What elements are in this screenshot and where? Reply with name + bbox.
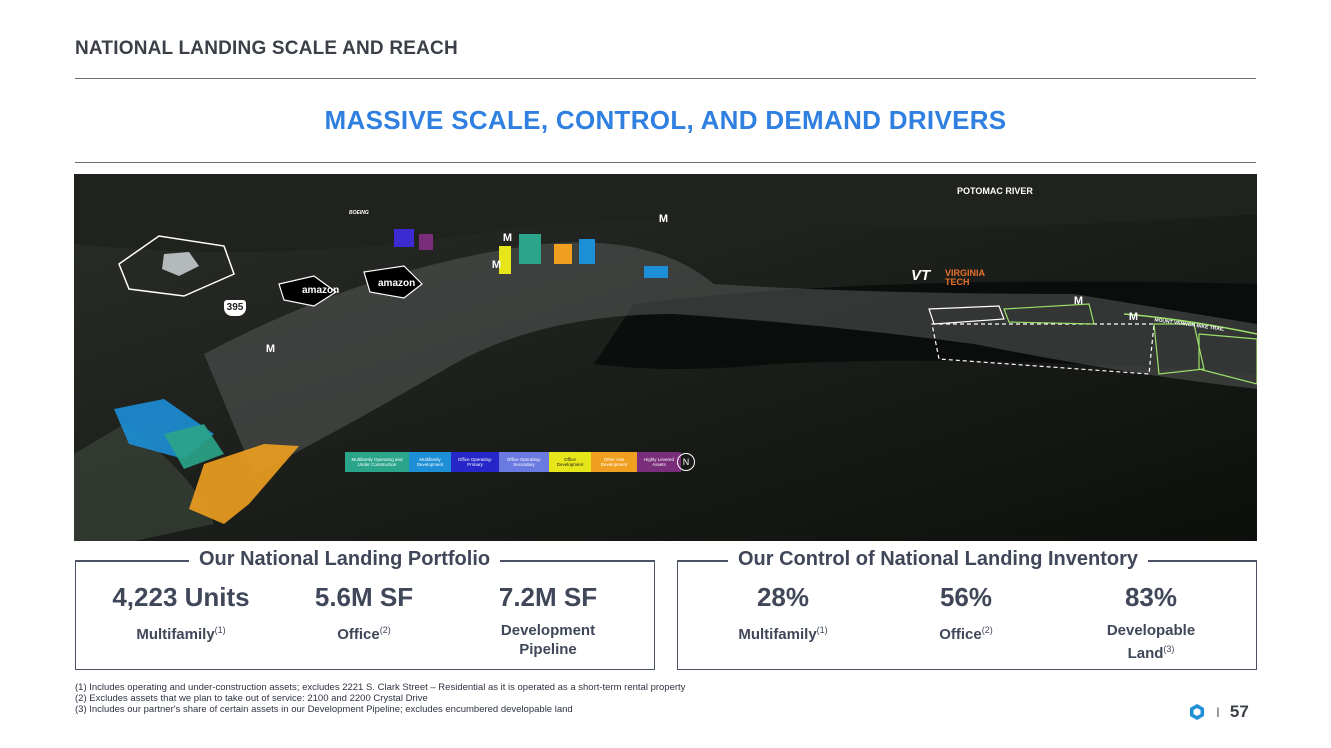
aerial-map: POTOMAC RIVER MOUNT VERNON BIKE TRAIL VT…: [74, 174, 1257, 541]
main-title: MASSIVE SCALE, CONTROL, AND DEMAND DRIVE…: [324, 105, 1007, 135]
vt-logo: VT: [911, 267, 931, 284]
amazon-footprint-2: [363, 265, 423, 299]
highway-395-shield: 395: [224, 300, 246, 316]
page-separator: I: [1216, 704, 1220, 720]
bike-trail-line: [1123, 313, 1257, 335]
other-use-cluster: [189, 444, 299, 524]
multifamily-development-building: [579, 239, 595, 264]
control-box: Our Control of National Landing Inventor…: [677, 548, 1257, 670]
legend-multifamily-operating: Multifamily Operating and Under Construc…: [345, 452, 409, 472]
amazon-label-1: amazon: [302, 285, 340, 296]
pentagon-building: [162, 252, 199, 276]
stat-multifamily-units: 4,223 Units Multifamily(1): [112, 582, 250, 643]
stat-control-multifamily: 28% Multifamily(1): [738, 582, 828, 643]
green-parcel-2: [1153, 323, 1205, 375]
title-divider: [75, 162, 1256, 163]
green-parcel-1: [1003, 303, 1095, 325]
legend-office-primary: Office Operating- Primary: [451, 452, 499, 472]
legend-office-secondary: Office Operating- Secondary: [499, 452, 549, 472]
green-parcel-3: [1198, 333, 1257, 385]
amazon-footprint-1: [278, 275, 338, 307]
stat-control-land: 83% Developable Land(3): [1106, 582, 1196, 662]
metro-icon: M: [658, 213, 669, 225]
metro-icon: M: [265, 343, 276, 355]
footnote-1: (1) Includes operating and under-constru…: [75, 682, 686, 693]
metro-icon: M: [1128, 311, 1139, 323]
map-legend: Multifamily Operating and Under Construc…: [345, 452, 681, 472]
legend-highly-levered: Highly Levered Assets: [637, 452, 681, 472]
stat-development-pipeline: 7.2M SF Development Pipeline: [498, 582, 598, 658]
portfolio-box: Our National Landing Portfolio 4,223 Uni…: [75, 548, 655, 670]
amazon-label-2: amazon: [378, 278, 416, 289]
pentagon-outline: [118, 235, 235, 297]
stat-control-office: 56% Office(2): [939, 582, 993, 643]
page-number: 57: [1229, 702, 1249, 721]
vt-label: VIRGINIA TECH: [945, 268, 986, 287]
multifamily-building-1: [519, 234, 541, 264]
control-title: Our Control of National Landing Inventor…: [728, 548, 1148, 571]
multifamily-development-building-2: [644, 266, 668, 278]
section-title: NATIONAL LANDING SCALE AND REACH: [75, 38, 458, 59]
footnote-2: (2) Excludes assets that we plan to take…: [75, 693, 428, 704]
company-logo-icon: [1190, 704, 1204, 720]
legend-multifamily-development: Multifamily Development: [409, 452, 451, 472]
map-artwork: [74, 174, 1257, 541]
portfolio-title: Our National Landing Portfolio: [189, 548, 501, 571]
vt-site-outline: [928, 305, 1005, 325]
levered-building: [419, 234, 433, 250]
stat-office-sf: 5.6M SF Office(2): [314, 582, 414, 643]
boeing-label: BOEING: [349, 210, 369, 216]
river-label: POTOMAC RIVER: [957, 186, 1033, 196]
footnote-3: (3) Includes our partner's share of cert…: [75, 704, 573, 715]
footnotes: (1) Includes operating and under-constru…: [75, 682, 685, 715]
other-use-building: [554, 244, 572, 264]
office-development-building: [499, 246, 511, 274]
legend-office-development: Office Development: [549, 452, 591, 472]
metro-icon: M: [491, 259, 502, 271]
metro-icon: M: [1073, 295, 1084, 307]
page-footer: I 57: [1190, 702, 1249, 722]
north-arrow-icon: N: [677, 453, 695, 471]
multifamily-cluster: [164, 424, 224, 469]
metro-icon: M: [502, 232, 513, 244]
legend-other-use: Other Use Development: [591, 452, 637, 472]
top-divider: [75, 78, 1256, 79]
office-primary-building: [394, 229, 414, 247]
